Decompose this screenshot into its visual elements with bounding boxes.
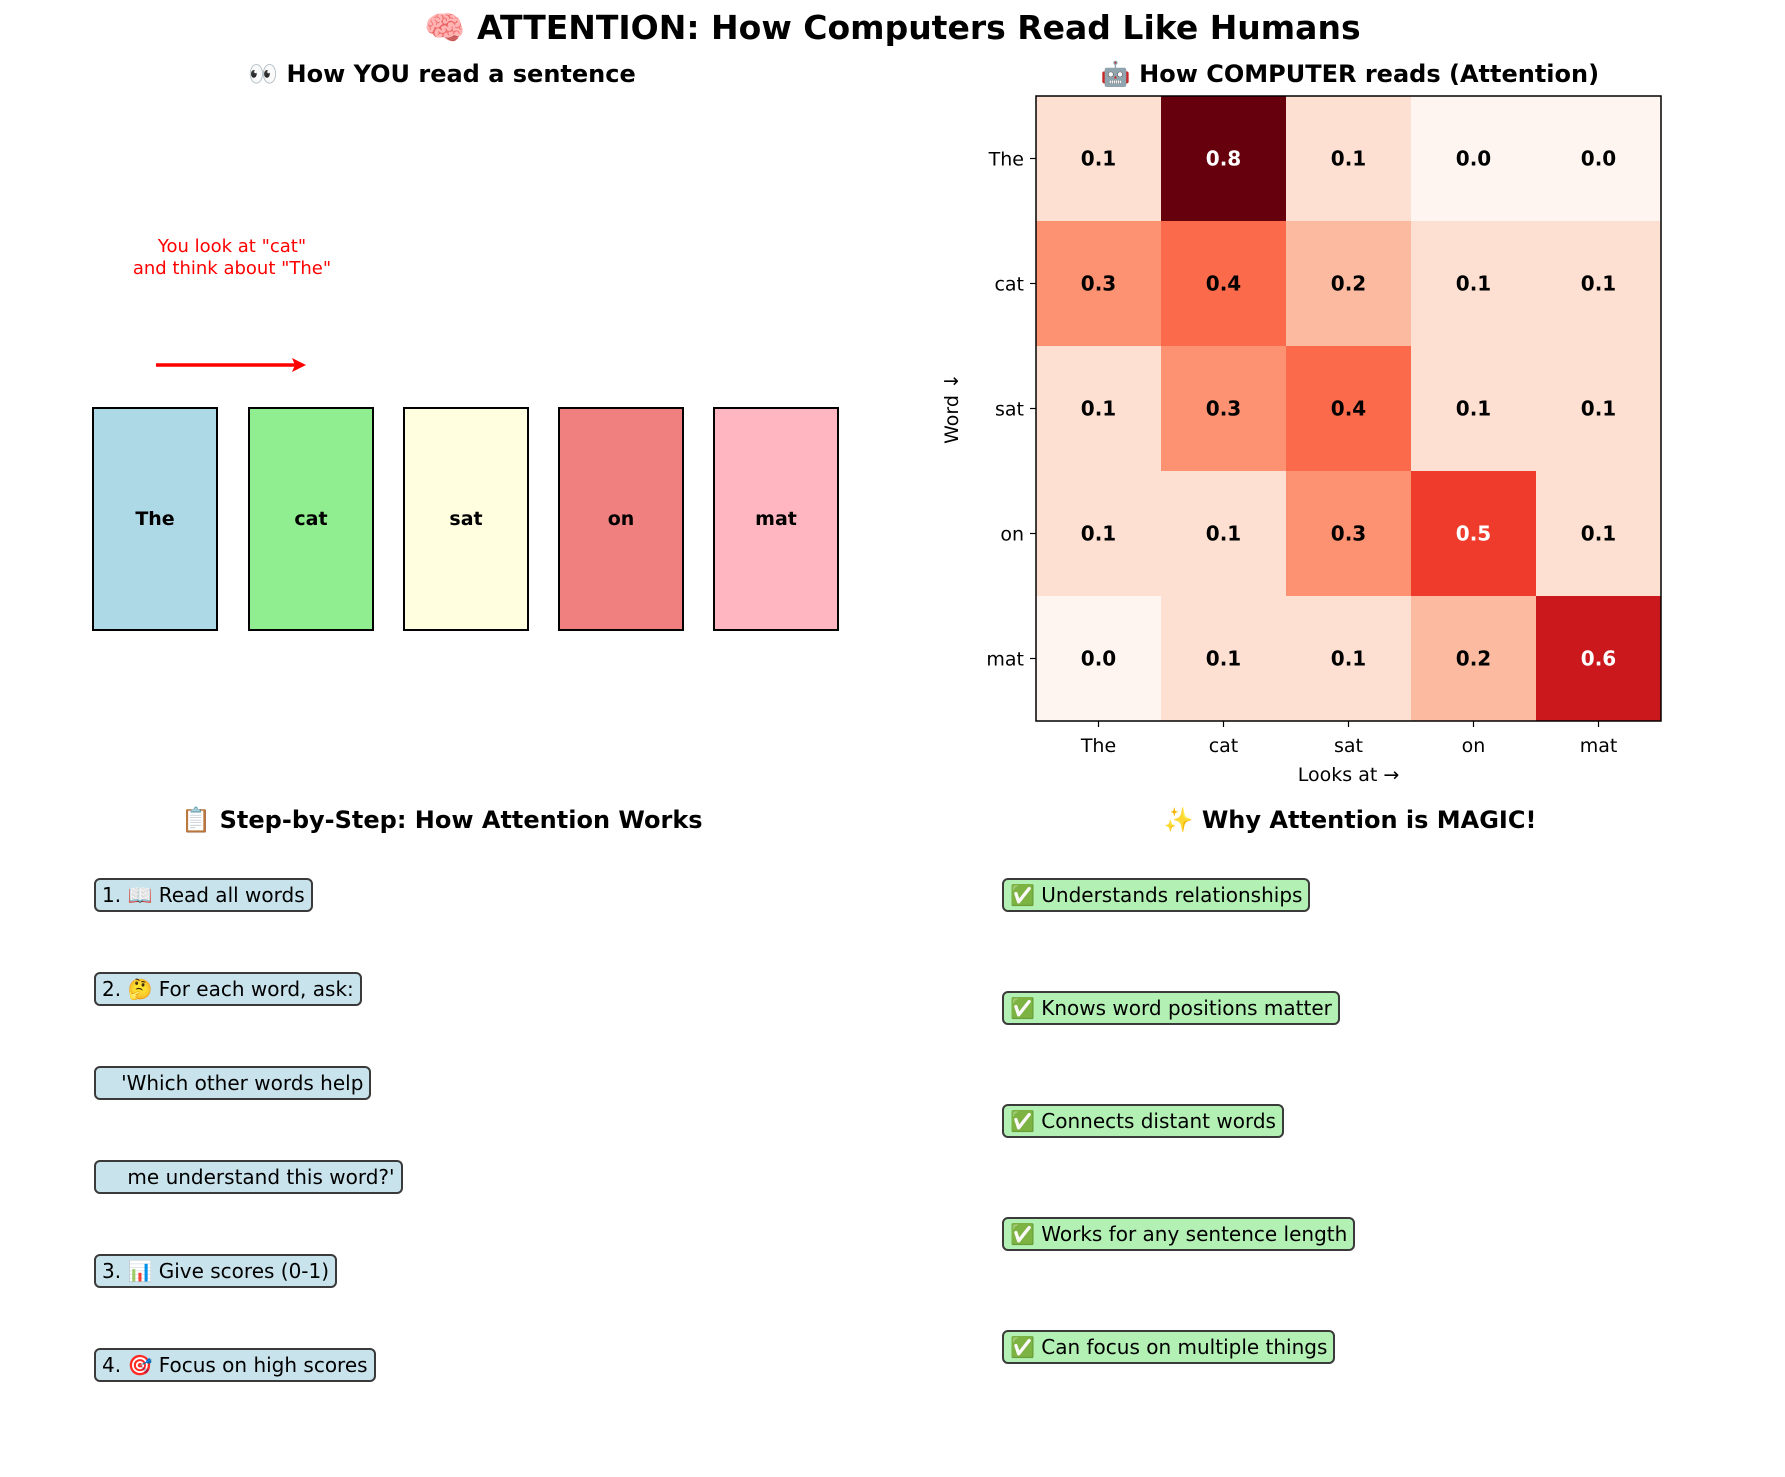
cell-value-label: 0.1: [1581, 272, 1616, 296]
word-box-the: The: [92, 407, 218, 631]
cell-value-label: 0.1: [1081, 397, 1116, 421]
heatmap-cell: [1286, 471, 1411, 596]
cell-value-label: 0.1: [1081, 522, 1116, 546]
x-tick-label: The: [1080, 735, 1116, 757]
heatmap-cell: [1036, 471, 1161, 596]
word-box-on: on: [558, 407, 684, 631]
y-tick-label: sat: [995, 399, 1024, 421]
heatmap-cell: [1036, 221, 1161, 346]
cell-value-label: 0.3: [1206, 397, 1241, 421]
heatmap-cell: [1161, 346, 1286, 471]
heatmap-cell: [1036, 346, 1161, 471]
y-tick-label: mat: [986, 649, 1024, 671]
word-label: sat: [449, 508, 483, 530]
attention-heatmap: 0.1 0.8 0.1 0.0 0.0 0.3 0.4 0.2 0.1 0.1 0.1 0.3 0.4 0…: [941, 95, 1662, 786]
heatmap-cell: [1411, 346, 1536, 471]
y-axis-label: Word ↓: [941, 373, 963, 444]
y-tick-label: on: [1000, 524, 1024, 546]
x-tick-label: cat: [1209, 735, 1239, 757]
heatmap-cell: [1536, 346, 1661, 471]
x-tick-label: on: [1462, 735, 1486, 757]
magic-item: ✅ Works for any sentence length: [1002, 1217, 1356, 1251]
annotation-line-1: You look at "cat": [157, 236, 307, 257]
cell-value-label: 0.5: [1456, 522, 1491, 546]
cell-value-label: 0.1: [1456, 272, 1491, 296]
cell-value-label: 0.1: [1581, 397, 1616, 421]
main-title: 🧠 ATTENTION: How Computers Read Like Hum…: [424, 8, 1361, 47]
cell-value-label: 0.2: [1456, 647, 1491, 671]
word-label: The: [135, 508, 175, 530]
heatmap-cell: [1536, 471, 1661, 596]
step-item: 1. 📖 Read all words: [94, 878, 313, 912]
heatmap-cell: [1536, 96, 1661, 221]
cell-value-label: 0.4: [1331, 397, 1366, 421]
cell-value-label: 0.1: [1331, 147, 1366, 171]
heatmap-cell: [1411, 96, 1536, 221]
cell-value-label: 0.1: [1206, 522, 1241, 546]
heatmap-cell: [1161, 471, 1286, 596]
heatmap-cell: [1411, 596, 1536, 721]
magic-item: ✅ Can focus on multiple things: [1002, 1330, 1336, 1364]
heatmap-cell: [1036, 96, 1161, 221]
cell-value-label: 0.0: [1581, 147, 1616, 171]
word-label: on: [607, 508, 635, 530]
cell-value-label: 0.3: [1081, 272, 1116, 296]
heatmap-cell: [1536, 596, 1661, 721]
word-box-cat: cat: [248, 407, 374, 631]
heatmap-cell: [1286, 596, 1411, 721]
cell-value-label: 0.0: [1456, 147, 1491, 171]
step-item: 2. 🤔 For each word, ask:: [94, 972, 362, 1006]
cell-value-label: 0.0: [1081, 647, 1116, 671]
magic-item: ✅ Knows word positions matter: [1002, 991, 1340, 1025]
magic-title: ✨ Why Attention is MAGIC!: [1163, 806, 1537, 834]
cell-value-label: 0.1: [1456, 397, 1491, 421]
step-item: 'Which other words help: [94, 1066, 372, 1100]
heatmap-cell: [1161, 221, 1286, 346]
step-item: 3. 📊 Give scores (0-1): [94, 1254, 338, 1288]
word-box-mat: mat: [713, 407, 839, 631]
magic-item: ✅ Connects distant words: [1002, 1104, 1284, 1138]
annotation-line-2: and think about "The": [132, 258, 332, 279]
y-tick-label: The: [988, 149, 1024, 171]
step-item: me understand this word?': [94, 1160, 403, 1194]
magic-item: ✅ Understands relationships: [1002, 878, 1311, 912]
heatmap-cell: [1161, 96, 1286, 221]
heatmap-cell: [1036, 596, 1161, 721]
cell-value-label: 0.4: [1206, 272, 1241, 296]
heatmap-cell: [1286, 346, 1411, 471]
word-label: mat: [755, 508, 797, 530]
heatmap-cell: [1536, 221, 1661, 346]
steps-title: 📋 Step-by-Step: How Attention Works: [181, 806, 703, 834]
cell-value-label: 0.3: [1331, 522, 1366, 546]
heatmap-cell: [1411, 221, 1536, 346]
arrow-icon: [156, 358, 306, 372]
cell-value-label: 0.8: [1206, 147, 1241, 171]
x-tick-label: sat: [1334, 735, 1363, 757]
heatmap-cell: [1286, 96, 1411, 221]
x-axis-label: Looks at →: [1298, 764, 1400, 786]
cell-value-label: 0.1: [1081, 147, 1116, 171]
x-tick-label: mat: [1580, 735, 1618, 757]
left-panel-title: 👀 How YOU read a sentence: [248, 60, 636, 88]
cell-value-label: 0.1: [1331, 647, 1366, 671]
cell-value-label: 0.1: [1206, 647, 1241, 671]
cell-value-label: 0.1: [1581, 522, 1616, 546]
heatmap-cell: [1161, 596, 1286, 721]
step-item: 4. 🎯 Focus on high scores: [94, 1348, 376, 1382]
cell-value-label: 0.6: [1581, 647, 1616, 671]
cell-value-label: 0.2: [1331, 272, 1366, 296]
word-label: cat: [294, 508, 328, 530]
heatmap-cell: [1286, 221, 1411, 346]
heatmap-cell: [1411, 471, 1536, 596]
y-tick-label: cat: [994, 274, 1024, 296]
word-box-sat: sat: [403, 407, 529, 631]
reading-annotation: You look at "cat" and think about "The": [92, 236, 372, 280]
heatmap-title: 🤖 How COMPUTER reads (Attention): [1100, 60, 1600, 88]
